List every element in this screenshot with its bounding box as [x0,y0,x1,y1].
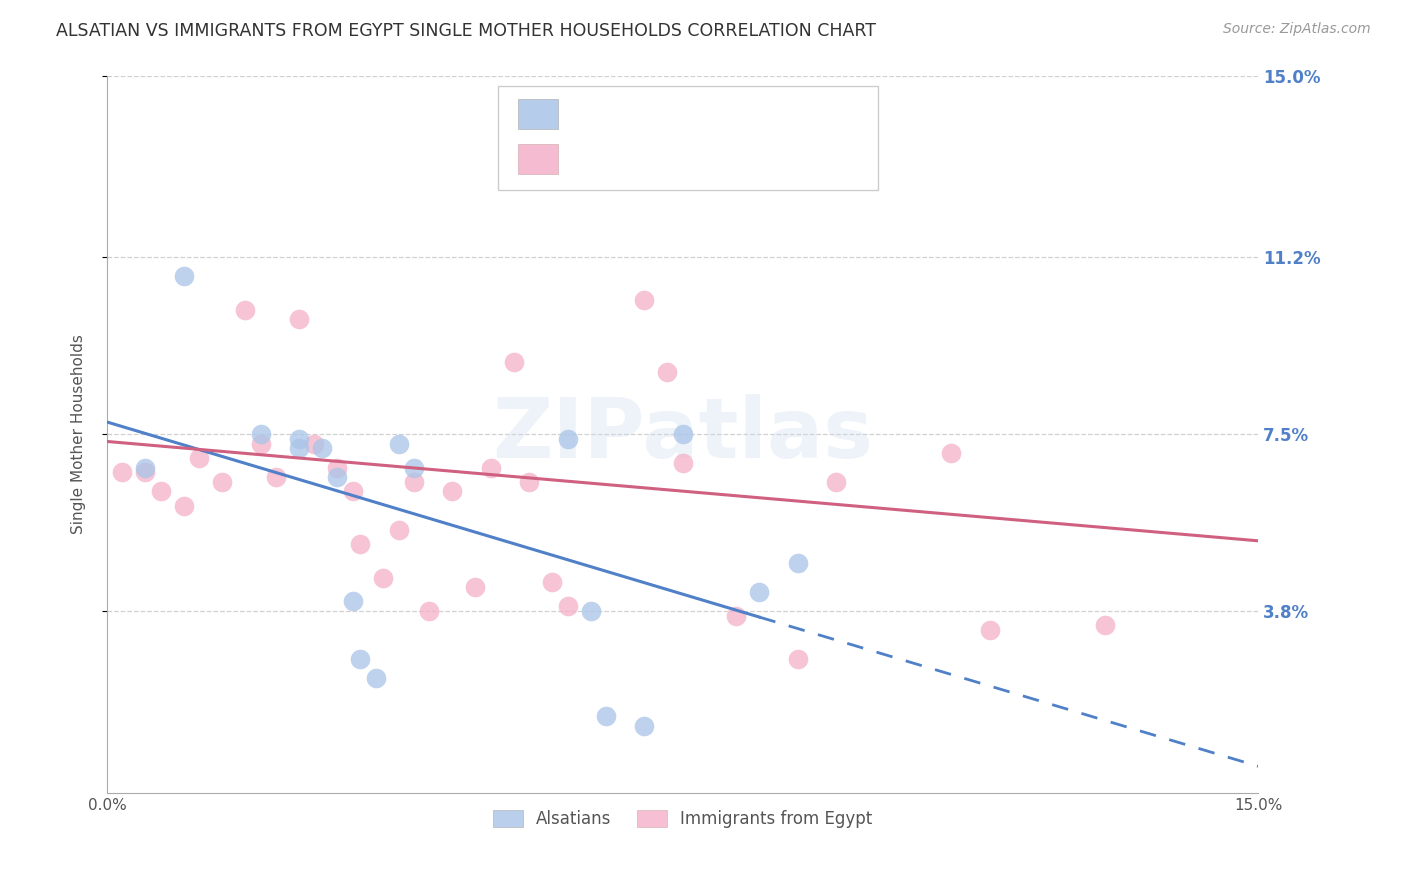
Text: Source: ZipAtlas.com: Source: ZipAtlas.com [1223,22,1371,37]
FancyBboxPatch shape [499,87,879,190]
Point [748,585,770,599]
Point [349,537,371,551]
Point [111,466,134,480]
Y-axis label: Single Mother Households: Single Mother Households [72,334,86,534]
Point [304,436,326,450]
Point [288,432,311,446]
Point [572,140,595,154]
Point [786,556,808,570]
Point [402,475,425,489]
Point [149,484,172,499]
Point [786,652,808,666]
Point [418,604,440,618]
Text: R =: R = [575,105,612,123]
Text: N =: N = [696,105,744,123]
Point [373,570,395,584]
Point [595,709,617,723]
Point [1094,618,1116,632]
Text: 19: 19 [754,105,778,123]
Point [402,460,425,475]
Point [249,427,271,442]
Point [941,446,963,460]
Point [173,269,195,284]
FancyBboxPatch shape [517,144,558,174]
Point [633,293,655,308]
Point [541,575,564,590]
Text: 0.120: 0.120 [619,150,678,168]
Text: N =: N = [696,150,744,168]
Point [342,484,364,499]
Point [672,427,695,442]
Point [441,484,464,499]
Point [633,719,655,733]
Point [288,312,311,326]
Text: -0.046: -0.046 [619,105,679,123]
Point [342,594,364,608]
Point [349,652,371,666]
Point [326,460,349,475]
Text: ZIPatlas: ZIPatlas [492,393,873,475]
Point [388,523,411,537]
Point [517,475,540,489]
Text: R =: R = [575,150,612,168]
Point [825,475,848,489]
Point [364,671,387,685]
Point [672,456,695,470]
Point [502,355,524,369]
Point [725,608,748,623]
Point [464,580,486,594]
Point [326,470,349,484]
Point [595,140,617,154]
FancyBboxPatch shape [517,99,558,129]
Point [388,436,411,450]
Point [579,604,602,618]
Text: ALSATIAN VS IMMIGRANTS FROM EGYPT SINGLE MOTHER HOUSEHOLDS CORRELATION CHART: ALSATIAN VS IMMIGRANTS FROM EGYPT SINGLE… [56,22,876,40]
Point [134,460,156,475]
Point [233,302,256,317]
Point [288,442,311,456]
Point [479,460,502,475]
Point [979,623,1001,637]
Text: 36: 36 [754,150,778,168]
Legend: Alsatians, Immigrants from Egypt: Alsatians, Immigrants from Egypt [486,803,879,835]
Point [311,442,333,456]
Point [557,599,579,614]
Point [657,365,679,379]
Point [211,475,233,489]
Point [249,436,271,450]
Point [188,450,211,465]
Point [134,466,156,480]
Point [264,470,287,484]
Point [173,499,195,513]
Point [557,432,579,446]
